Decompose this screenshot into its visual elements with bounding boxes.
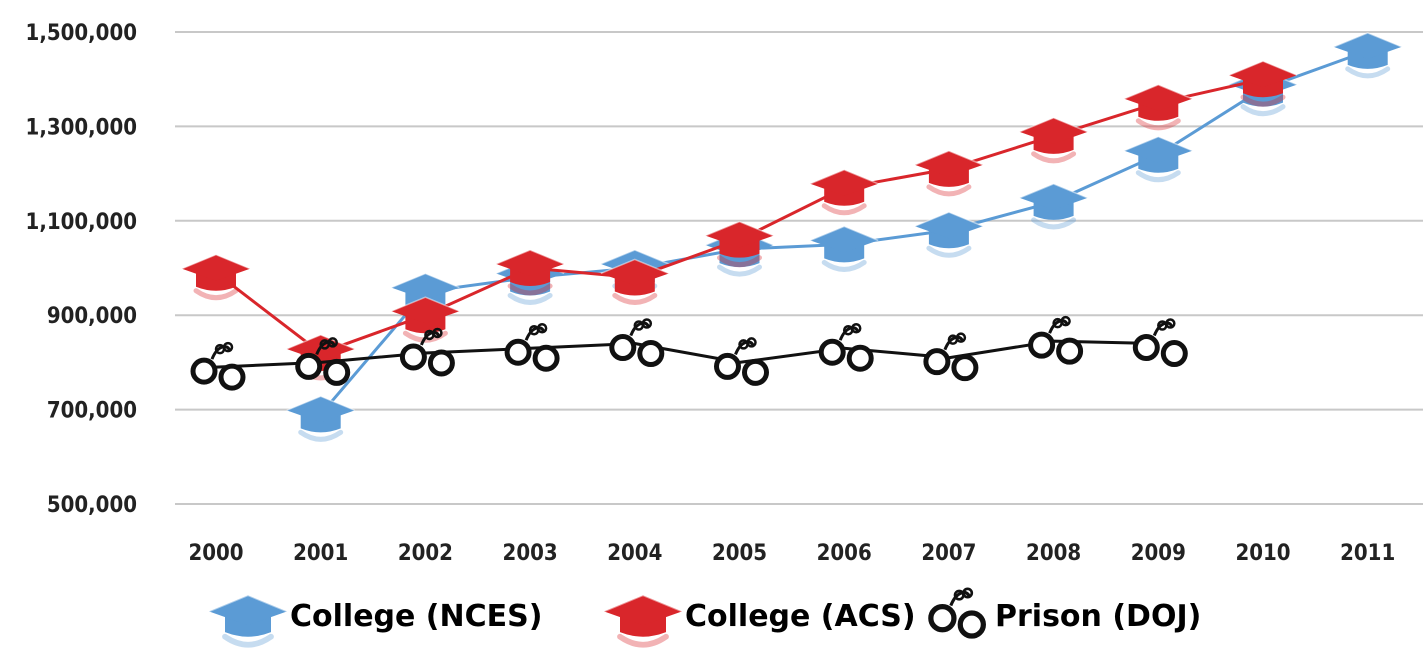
legend-item: College (NCES): [208, 594, 542, 648]
x-tick-label: 2003: [503, 541, 558, 566]
y-tick-label: 900,000: [47, 304, 137, 329]
legend-label: Prison (DOJ): [995, 599, 1201, 634]
x-tick-label: 2009: [1131, 541, 1186, 566]
data-point: [1333, 32, 1402, 79]
x-tick-label: 2010: [1235, 541, 1290, 566]
data-point: [286, 395, 355, 442]
x-tick-label: 2004: [607, 541, 662, 566]
data-point: [1019, 117, 1088, 164]
data-point: [1124, 135, 1193, 183]
y-axis: 500,000 700,000 900,000 1,100,000 1,300,000 1…: [26, 21, 137, 518]
legend-item: College (ACS): [603, 594, 916, 648]
legend-item: Prison (DOJ): [928, 587, 1201, 639]
grid: [175, 31, 1423, 505]
data-point: [1028, 315, 1084, 365]
data-point: [190, 341, 246, 391]
data-point: [818, 322, 874, 372]
data-point: [504, 322, 560, 372]
series-layer: [181, 32, 1402, 442]
data-point: [1132, 318, 1188, 368]
y-tick-label: 700,000: [47, 399, 137, 424]
x-tick-label: 2008: [1026, 541, 1081, 566]
data-point: [609, 318, 665, 368]
x-tick-label: 2006: [817, 541, 872, 566]
data-point: [714, 337, 769, 386]
x-tick-label: 2001: [293, 541, 348, 566]
data-point: [914, 211, 984, 258]
x-axis: 2000 2001 2002 2003 2004 2005 2006 2007 2008 2009…: [188, 541, 1395, 566]
series-line: [215, 77, 1264, 355]
data-point: [705, 220, 774, 268]
data-point: [600, 258, 670, 305]
legend-label: College (NCES): [290, 599, 542, 634]
x-tick-label: 2000: [188, 541, 243, 566]
series-college-acs: [181, 60, 1298, 381]
series-line: [215, 339, 1159, 369]
series-prison-doj: [190, 315, 1188, 391]
data-point: [1019, 183, 1088, 230]
y-tick-label: 1,100,000: [26, 210, 137, 235]
data-point: [1228, 60, 1298, 107]
x-tick-label: 2005: [712, 541, 767, 566]
y-tick-label: 500,000: [47, 493, 137, 518]
y-tick-label: 1,500,000: [26, 21, 137, 46]
graduation-cap-icon: [603, 594, 683, 648]
data-point: [923, 332, 979, 382]
data-point: [809, 168, 879, 216]
handcuffs-icon: [928, 587, 986, 639]
data-point: [914, 150, 984, 197]
data-point: [809, 225, 879, 272]
data-point: [399, 327, 455, 377]
legend-label: College (ACS): [685, 599, 916, 634]
x-tick-label: 2002: [398, 541, 453, 566]
x-tick-label: 2007: [921, 541, 976, 566]
x-tick-label: 2011: [1340, 541, 1395, 566]
data-point: [181, 253, 251, 301]
legend: College (NCES) College (ACS) Prison (DOJ): [208, 587, 1201, 648]
data-point: [1124, 83, 1193, 131]
series-college-nces: [286, 32, 1402, 442]
data-point: [495, 249, 565, 296]
graduation-cap-icon: [208, 594, 288, 648]
data-point: [295, 337, 351, 386]
y-tick-label: 1,300,000: [26, 115, 137, 140]
